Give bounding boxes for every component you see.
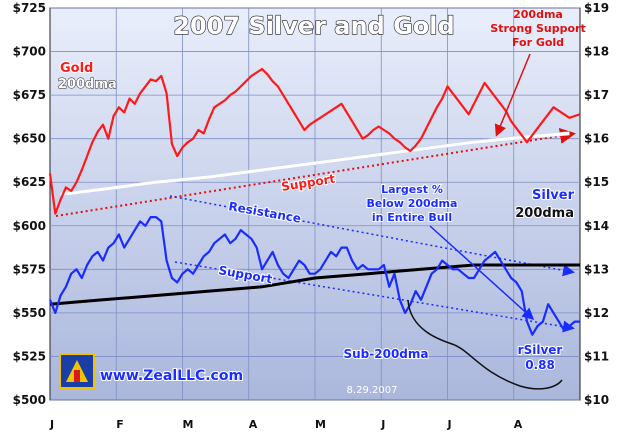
website-label: www.ZealLLC.com xyxy=(100,368,243,384)
month-label: M xyxy=(183,418,194,431)
month-label: J xyxy=(49,418,54,431)
left-tick-label: $650 xyxy=(13,132,46,146)
left-tick-label: $600 xyxy=(13,219,46,233)
gold-price-line xyxy=(48,67,581,215)
largest-pct-arrow xyxy=(429,225,535,321)
silver-resistance-trendline xyxy=(169,195,575,277)
gold-dma-label: 200dma xyxy=(58,77,117,92)
left-axis: $500 $525 $550 $575 $600 $625 $650 $675 $700 $725 xyxy=(13,1,46,407)
sub-200dma-bracket xyxy=(407,299,563,390)
month-label: A xyxy=(249,418,258,431)
silver-dma-label: 200dma xyxy=(515,206,574,221)
right-tick-label: $16 xyxy=(584,132,609,146)
right-tick-label: $10 xyxy=(584,393,609,407)
left-tick-label: $550 xyxy=(13,306,46,320)
right-tick-label: $13 xyxy=(584,262,609,276)
left-tick-label: $525 xyxy=(13,349,46,363)
largest-pct-line1: Largest % xyxy=(381,183,443,196)
note-200dma: 200dma xyxy=(513,8,563,21)
gold-label: Gold xyxy=(60,61,93,76)
month-label: M xyxy=(315,418,326,431)
right-tick-label: $19 xyxy=(584,1,609,15)
rsilver-label: rSilver xyxy=(518,343,563,357)
largest-pct-line2: Below 200dma xyxy=(367,197,458,210)
right-tick-label: $12 xyxy=(584,306,609,320)
right-tick-label: $17 xyxy=(584,88,609,102)
chart-title: 2007 Silver and Gold xyxy=(173,12,454,40)
left-tick-label: $500 xyxy=(13,393,46,407)
sub-200dma-label: Sub-200dma xyxy=(344,347,429,361)
gold-support-trendline xyxy=(55,127,576,217)
note-strong-support: Strong Support xyxy=(490,22,585,35)
right-axis: $10 $11 $12 $13 $14 $15 $16 $17 $18 $19 xyxy=(584,1,609,407)
gold-200dma-line xyxy=(60,131,570,196)
note-arrow xyxy=(494,53,531,137)
left-tick-label: $725 xyxy=(13,1,46,15)
silver-label: Silver xyxy=(532,188,575,203)
right-tick-label: $14 xyxy=(584,219,609,233)
right-tick-label: $15 xyxy=(584,175,609,189)
month-label: J xyxy=(447,418,452,431)
silver-price-line xyxy=(48,216,580,336)
silver-200dma-line xyxy=(49,263,580,306)
series-layer xyxy=(48,67,581,336)
month-label: F xyxy=(116,418,124,431)
right-tick-label: $18 xyxy=(584,45,609,59)
month-label: J xyxy=(380,418,385,431)
left-tick-label: $700 xyxy=(13,45,46,59)
date-label: 8.29.2007 xyxy=(347,385,398,396)
zeal-logo xyxy=(59,353,95,389)
note-for-gold: For Gold xyxy=(512,36,564,49)
largest-pct-line3: in Entire Bull xyxy=(372,211,452,224)
left-tick-label: $675 xyxy=(13,88,46,102)
month-label: A xyxy=(514,418,523,431)
right-tick-label: $11 xyxy=(584,349,609,363)
rsilver-value: 0.88 xyxy=(525,358,555,372)
silver-support-trendline xyxy=(174,261,575,333)
left-tick-label: $575 xyxy=(13,262,46,276)
left-tick-label: $625 xyxy=(13,175,46,189)
